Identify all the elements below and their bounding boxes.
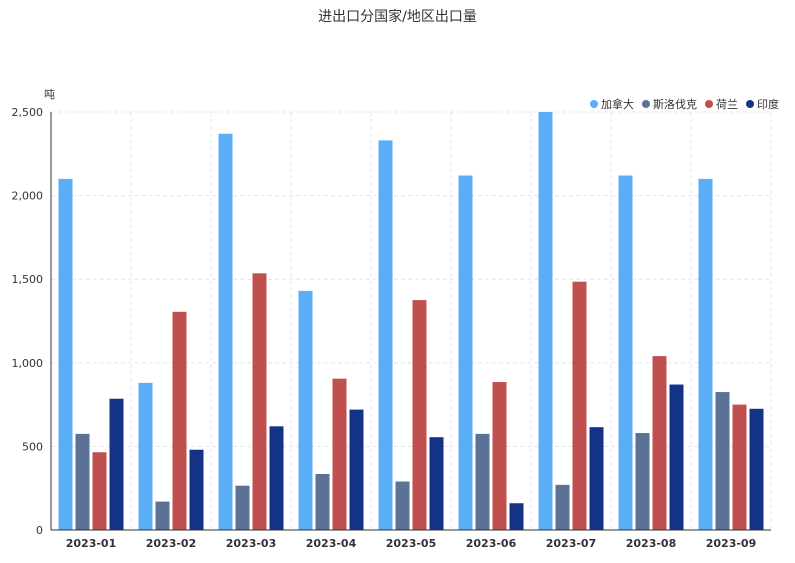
x-tick-label: 2023-08 xyxy=(626,537,677,550)
legend-label: 加拿大 xyxy=(601,98,634,111)
bar xyxy=(109,398,124,530)
bar xyxy=(698,178,713,530)
bar xyxy=(572,281,587,530)
y-tick-label: 0 xyxy=(36,524,43,537)
bar xyxy=(235,485,250,530)
y-tick-label: 500 xyxy=(22,440,43,453)
x-tick-label: 2023-07 xyxy=(546,537,597,550)
bar xyxy=(75,433,90,530)
bar xyxy=(635,433,650,530)
legend: 加拿大 斯洛伐克 荷兰 印度 xyxy=(590,96,779,112)
y-axis-unit-label: 吨 xyxy=(44,88,55,101)
y-tick-label: 2,000 xyxy=(12,190,44,203)
legend-marker xyxy=(746,100,754,108)
bar xyxy=(332,378,347,530)
bar xyxy=(378,140,393,530)
bar xyxy=(298,290,313,530)
bar xyxy=(555,484,570,530)
x-tick-label: 2023-02 xyxy=(146,537,197,550)
x-tick-label: 2023-04 xyxy=(306,537,357,550)
y-tick-label: 2,500 xyxy=(12,106,44,119)
bar xyxy=(155,501,170,530)
legend-label: 斯洛伐克 xyxy=(653,98,697,111)
y-tick-label: 1,500 xyxy=(12,273,44,286)
bar xyxy=(138,382,153,530)
x-tick-label: 2023-01 xyxy=(66,537,117,550)
bar xyxy=(652,356,667,530)
bar xyxy=(349,409,364,530)
bar xyxy=(172,311,187,530)
bar xyxy=(732,404,747,530)
bar xyxy=(429,437,444,530)
legend-marker xyxy=(590,100,598,108)
bar xyxy=(269,426,284,530)
bar xyxy=(189,449,204,530)
bar xyxy=(315,473,330,530)
bar xyxy=(618,175,633,530)
bar xyxy=(395,481,410,530)
x-tick-label: 2023-09 xyxy=(706,537,757,550)
legend-label: 荷兰 xyxy=(716,98,738,111)
bar xyxy=(92,452,107,530)
bar xyxy=(475,433,490,530)
x-tick-label: 2023-06 xyxy=(466,537,517,550)
bar xyxy=(538,112,553,530)
legend-marker xyxy=(705,100,713,108)
legend-item[interactable]: 荷兰 xyxy=(705,96,738,112)
legend-item[interactable]: 加拿大 xyxy=(590,96,634,112)
bar xyxy=(252,273,267,530)
x-tick-label: 2023-05 xyxy=(386,537,437,550)
bar xyxy=(492,382,507,530)
chart-title: 进出口分国家/地区出口量 xyxy=(318,9,477,25)
y-tick-label: 1,000 xyxy=(12,357,44,370)
bar xyxy=(458,175,473,530)
bar xyxy=(749,408,764,530)
bar xyxy=(715,392,730,530)
bar xyxy=(589,427,604,530)
legend-marker xyxy=(642,100,650,108)
bar xyxy=(58,178,73,530)
x-tick-label: 2023-03 xyxy=(226,537,277,550)
legend-label: 印度 xyxy=(757,98,779,111)
legend-item[interactable]: 印度 xyxy=(746,96,779,112)
bar xyxy=(669,384,684,530)
bar xyxy=(218,133,233,530)
bar xyxy=(412,300,427,530)
bar xyxy=(509,503,524,530)
legend-item[interactable]: 斯洛伐克 xyxy=(642,96,697,112)
